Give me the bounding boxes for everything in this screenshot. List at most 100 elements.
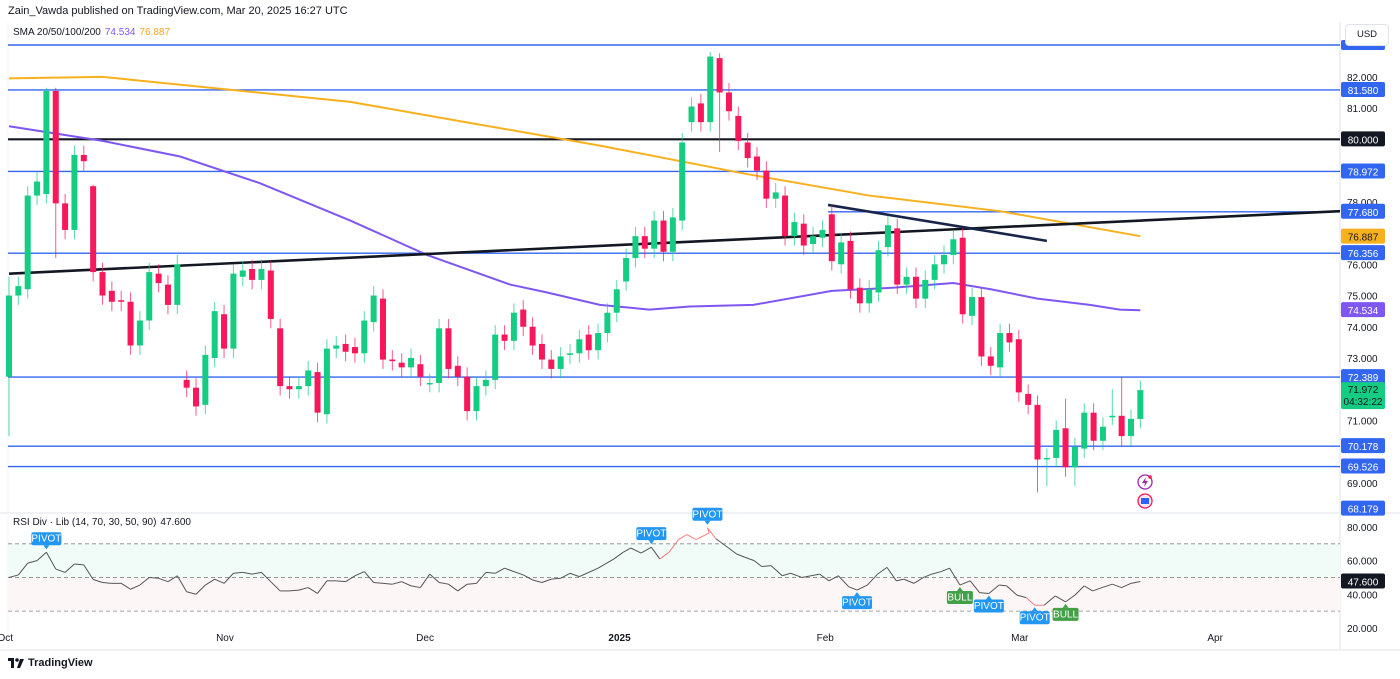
candle-body <box>52 90 59 204</box>
rsi-line-segment <box>223 572 234 584</box>
trendline <box>827 203 1048 243</box>
rsi-line-segment <box>289 589 299 592</box>
candle-body <box>884 225 891 248</box>
level-price-label: 69.526 <box>1348 463 1379 474</box>
candle-body <box>417 364 424 377</box>
rsi-line-segment <box>650 546 661 560</box>
rsi-line-segment <box>715 538 726 546</box>
rsi-line-segment <box>1130 581 1141 584</box>
candle-body <box>997 333 1004 368</box>
rsi-line-segment <box>659 551 670 560</box>
candle-body <box>127 301 134 346</box>
candle-body <box>1137 390 1144 419</box>
candle-body <box>1034 404 1041 460</box>
time-axis-label: Mar <box>1011 633 1029 644</box>
candle-body <box>688 106 695 123</box>
candle-body <box>1099 426 1106 441</box>
candle-body <box>183 379 190 388</box>
footer-brand: TradingView <box>28 657 93 669</box>
rsi-line-segment <box>1016 594 1027 599</box>
rsi-line-segment <box>903 578 915 584</box>
marker-pointer <box>854 592 861 597</box>
candle-body <box>1128 418 1134 437</box>
notification-dot <box>1148 475 1152 479</box>
marker-pointer <box>1031 607 1038 612</box>
candle-body <box>286 386 293 390</box>
candle-body <box>136 320 143 346</box>
rsi-line-segment <box>410 585 421 589</box>
price-tick-label: 73.000 <box>1347 354 1378 365</box>
candle-body <box>510 312 517 341</box>
rsi-pivot-marker <box>842 596 873 610</box>
rsi-pivot-marker <box>636 527 667 541</box>
rsi-line-segment <box>233 571 243 574</box>
rsi-marker-label: PIVOT <box>636 529 666 540</box>
level-price-label: 78.972 <box>1348 167 1379 178</box>
blue-price-label: 68.179 <box>1348 505 1379 516</box>
candle-body <box>922 279 929 299</box>
rsi-line-segment <box>158 577 169 583</box>
rsi-line-segment <box>848 586 858 591</box>
rsi-line-segment <box>828 575 839 582</box>
rsi-legend[interactable]: RSI Div · Lib (14, 70, 30, 50, 90) 47.600 <box>13 517 191 528</box>
rsi-line-segment <box>45 551 57 570</box>
rsi-line-segment <box>1112 583 1122 589</box>
currency-button[interactable]: USD <box>1345 24 1389 46</box>
rsi-pivot-marker <box>31 532 62 546</box>
candle-body <box>950 239 957 255</box>
candle-body <box>445 328 452 369</box>
rsi-line-segment <box>120 582 131 590</box>
level-price-label-bg <box>1341 131 1385 147</box>
candle-body <box>380 298 386 360</box>
price-tick-label: 78.000 <box>1347 198 1378 209</box>
rsi-line-segment <box>363 571 375 583</box>
time-axis-label: Dec <box>416 633 434 644</box>
rsi-line-segment <box>640 546 652 554</box>
rsi-marker-label: PIVOT <box>974 601 1004 612</box>
rsi-current-label-bg <box>1341 573 1385 589</box>
candle-body <box>763 170 770 199</box>
rsi-line-segment <box>1043 595 1056 606</box>
rsi-line-segment <box>64 563 75 573</box>
candle-body <box>62 203 69 230</box>
rsi-line-segment <box>1074 585 1085 596</box>
candle-body <box>538 343 545 360</box>
rsi-line-segment <box>569 572 580 578</box>
rsi-line-segment <box>83 564 94 580</box>
candle-body <box>791 222 798 237</box>
rsi-upper-band <box>8 543 1340 578</box>
rsi-current-label: 47.600 <box>1348 578 1379 589</box>
candle-body <box>174 264 181 305</box>
rsi-tick-label: 20.000 <box>1347 624 1378 635</box>
rsi-pivot-marker <box>1019 611 1050 625</box>
candle-body <box>679 142 686 221</box>
main-pane <box>6 44 1340 493</box>
level-price-label: 80.000 <box>1348 135 1379 146</box>
candle-body <box>1006 333 1013 343</box>
candle-body <box>501 334 508 341</box>
rsi-line-segment <box>429 573 440 583</box>
rsi-line-segment <box>55 568 66 573</box>
rsi-line-segment <box>801 573 820 578</box>
candle-body <box>641 236 648 249</box>
level-price-label-bg <box>1341 245 1385 261</box>
rsi-line-segment <box>959 580 971 586</box>
rsi-line-segment <box>448 583 459 592</box>
rsi-tick-label: 80.000 <box>1347 523 1378 534</box>
candle-body <box>295 386 302 390</box>
candle-body <box>1109 415 1116 418</box>
rsi-line-segment <box>988 584 1000 594</box>
sma-legend[interactable]: SMA 20/50/100/200 74.534 76.887 <box>13 27 170 38</box>
candle-body <box>389 359 396 362</box>
candle-body <box>230 273 237 349</box>
rsi-line-segment <box>923 573 933 578</box>
candle-body <box>707 56 714 123</box>
candle-body <box>866 289 873 304</box>
tradingview-logo[interactable]: TradingView <box>8 657 93 669</box>
rsi-line-segment <box>597 558 615 569</box>
candle-body <box>146 272 153 321</box>
candle-body <box>1025 393 1032 405</box>
candle-body <box>221 314 228 349</box>
lightning-glyph <box>1142 477 1149 487</box>
